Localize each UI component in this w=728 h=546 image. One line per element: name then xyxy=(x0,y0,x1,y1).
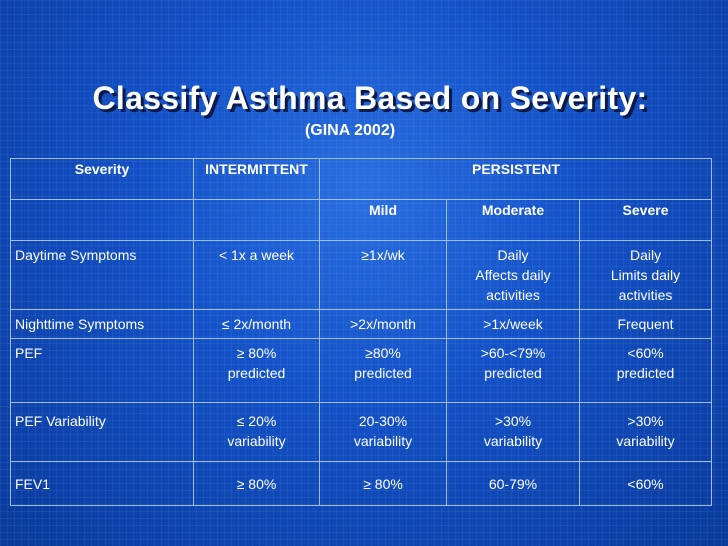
slide-subtitle: (GINA 2002) xyxy=(304,122,396,139)
cell-line: ≥80% xyxy=(365,345,401,361)
cell-line: predicted xyxy=(616,365,675,381)
cell-intermittent: ≤ 2x/month xyxy=(193,309,320,339)
cell-line: predicted xyxy=(227,365,286,381)
cell-moderate: Daily Affects daily activities xyxy=(446,240,580,310)
row-label: PEF xyxy=(10,338,194,403)
cell-severe: Frequent xyxy=(578,309,713,339)
subheader-severe: Severe xyxy=(578,199,713,241)
row-label: Daytime Symptoms xyxy=(10,240,194,310)
row-label: Nighttime Symptoms xyxy=(10,309,194,339)
cell-line: PEF xyxy=(15,345,43,361)
cell-line: ≥ 80% xyxy=(236,345,277,361)
cell-line: >60-<79% xyxy=(480,345,546,361)
cell-line: >2x/month xyxy=(350,316,416,332)
table-header-row: Severity INTERMITTENT PERSISTENT xyxy=(10,158,713,200)
row-label: FEV1 xyxy=(10,461,194,506)
cell-line: Daytime Symptoms xyxy=(15,247,137,263)
cell-line: activities xyxy=(618,287,673,303)
header-severity: Severity xyxy=(10,158,194,200)
cell-intermittent: < 1x a week xyxy=(193,240,320,310)
cell-mild: 20-30% variability xyxy=(319,402,447,462)
table-row: PEF Variability ≤ 20% variability 20-30% var… xyxy=(10,402,713,462)
cell-moderate: >1x/week xyxy=(446,309,580,339)
cell-line: ≥1x/wk xyxy=(361,247,405,263)
cell-severe: <60% xyxy=(578,461,713,506)
cell-line: ≥ 80% xyxy=(236,476,277,492)
cell-line: Frequent xyxy=(617,316,674,332)
cell-line: <60% xyxy=(627,476,664,492)
table-row: PEF ≥ 80% predicted ≥80% predicted >60-<79% pr… xyxy=(10,338,713,403)
cell-line: FEV1 xyxy=(15,476,51,492)
header-persistent: PERSISTENT xyxy=(318,158,713,200)
cell-moderate: >60-<79% predicted xyxy=(446,338,580,403)
cell-severe: Daily Limits daily activities xyxy=(578,240,713,310)
table-subheader-row: Mild Moderate Severe xyxy=(10,199,713,241)
cell-intermittent: ≥ 80% xyxy=(193,461,320,506)
cell-line: variability xyxy=(483,433,543,449)
cell-line: Limits daily xyxy=(610,267,681,283)
cell-line: PEF Variability xyxy=(15,413,106,429)
cell-line: <60% xyxy=(627,345,664,361)
cell-line: variability xyxy=(616,433,675,449)
cell-line: Nighttime Symptoms xyxy=(15,316,145,332)
subheader-mild: Mild xyxy=(319,199,447,241)
subheader-empty-cell xyxy=(10,199,194,241)
cell-line: >30% xyxy=(627,413,664,429)
cell-line: Affects daily xyxy=(475,267,551,283)
cell-severe: >30% variability xyxy=(578,402,713,462)
slide-title: Classify Asthma Based on Severity: xyxy=(92,80,648,116)
cell-severe: <60% predicted xyxy=(578,338,713,403)
cell-line: variability xyxy=(353,433,413,449)
cell-line: Daily xyxy=(629,247,662,263)
cell-line: activities xyxy=(486,287,540,303)
cell-line: < 1x a week xyxy=(218,247,295,263)
cell-line: ≥ 80% xyxy=(363,476,403,492)
cell-mild: ≥80% predicted xyxy=(319,338,447,403)
cell-mild: ≥1x/wk xyxy=(319,240,447,310)
cell-mild: ≥ 80% xyxy=(319,461,447,506)
cell-line: 60-79% xyxy=(488,476,538,492)
table-row: FEV1 ≥ 80% ≥ 80% 60-79% <60% xyxy=(10,461,713,506)
cell-line: predicted xyxy=(484,365,542,381)
cell-line: >1x/week xyxy=(483,316,543,332)
severity-table: Severity INTERMITTENT PERSISTENT Mild Mo… xyxy=(10,158,713,506)
header-intermittent: INTERMITTENT xyxy=(193,158,320,200)
cell-moderate: >30% variability xyxy=(446,402,580,462)
cell-line: 20-30% xyxy=(358,413,408,429)
cell-line: ≤ 2x/month xyxy=(221,316,292,332)
subheader-moderate: Moderate xyxy=(446,199,580,241)
cell-line: predicted xyxy=(354,365,412,381)
table-row: Nighttime Symptoms ≤ 2x/month >2x/month >1x… xyxy=(10,309,713,339)
cell-line: Daily xyxy=(497,247,529,263)
cell-line: variability xyxy=(227,433,286,449)
cell-mild: >2x/month xyxy=(319,309,447,339)
cell-intermittent: ≤ 20% variability xyxy=(193,402,320,462)
cell-line: ≤ 20% xyxy=(236,413,277,429)
cell-moderate: 60-79% xyxy=(446,461,580,506)
row-label: PEF Variability xyxy=(10,402,194,462)
table-row: Daytime Symptoms < 1x a week ≥1x/wk Daily Af… xyxy=(10,240,713,310)
cell-intermittent: ≥ 80% predicted xyxy=(193,338,320,403)
cell-line: >30% xyxy=(494,413,532,429)
subheader-empty-cell xyxy=(193,199,320,241)
